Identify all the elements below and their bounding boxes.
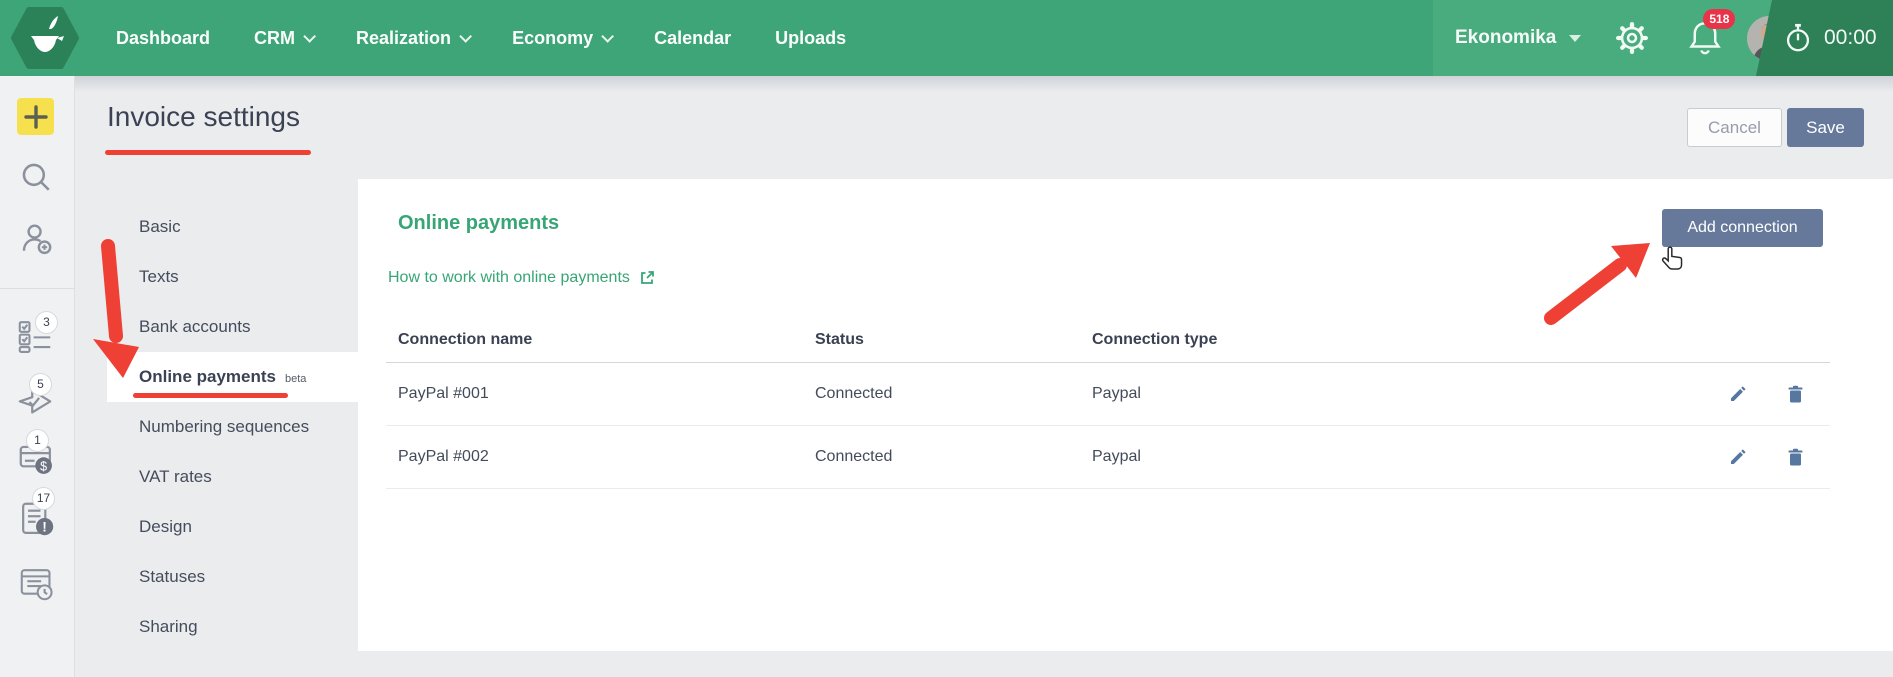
payment-badge: 1 <box>26 429 49 452</box>
payment-card-icon[interactable]: $ 1 <box>18 429 54 480</box>
red-underline-annotation <box>133 393 288 398</box>
table-header-row: Connection name Status Connection type <box>386 317 1830 363</box>
submit-arrow-icon[interactable]: 5 <box>17 373 53 422</box>
col-connection-name: Connection name <box>398 330 533 348</box>
nav-uploads[interactable]: Uploads <box>775 28 846 49</box>
edit-pencil-icon[interactable] <box>1729 448 1747 466</box>
external-link-icon <box>640 271 654 284</box>
notification-count-badge: 518 <box>1703 9 1736 29</box>
search-icon[interactable] <box>19 160 53 199</box>
workspace-selector[interactable]: Ekonomika <box>1455 27 1557 48</box>
nav-economy[interactable]: Economy <box>512 27 615 49</box>
help-link-label: How to work with online payments <box>388 269 630 286</box>
menu-item-texts[interactable]: Texts <box>139 267 179 286</box>
rail-divider <box>0 288 75 289</box>
add-contact-icon[interactable] <box>19 221 53 260</box>
edit-pencil-icon[interactable] <box>1729 385 1747 403</box>
nav-label: Economy <box>512 27 594 48</box>
connection-status: Connected <box>815 385 893 402</box>
menu-item-basic[interactable]: Basic <box>139 217 181 236</box>
svg-text:$: $ <box>40 459 47 473</box>
cursor-icon <box>1660 245 1686 282</box>
delete-trash-icon[interactable] <box>1787 448 1804 466</box>
delete-trash-icon[interactable] <box>1787 385 1804 403</box>
nav-dashboard[interactable]: Dashboard <box>116 28 210 49</box>
table-row: PayPal #001 Connected Paypal <box>386 363 1830 426</box>
save-button[interactable]: Save <box>1787 108 1864 147</box>
menu-item-design[interactable]: Design <box>139 517 192 536</box>
menu-item-statuses[interactable]: Statuses <box>139 567 206 586</box>
nav-crm[interactable]: CRM <box>254 27 317 49</box>
create-new-button[interactable] <box>17 98 54 135</box>
connection-name: PayPal #001 <box>398 385 489 402</box>
nav-calendar[interactable]: Calendar <box>654 28 731 49</box>
red-underline-annotation <box>105 150 311 155</box>
connection-status: Connected <box>815 448 893 465</box>
col-status: Status <box>815 330 864 348</box>
alerts-badge: 17 <box>32 487 55 510</box>
checklist-badge: 3 <box>35 311 58 334</box>
menu-item-numbering-sequences[interactable]: Numbering sequences <box>139 417 310 436</box>
col-connection-type: Connection type <box>1092 330 1218 348</box>
chevron-down-icon <box>303 29 317 43</box>
icon-rail-sidebar: 3 5 $ 1 <box>0 76 75 677</box>
chevron-down-icon <box>601 29 615 43</box>
nav-label: CRM <box>254 27 296 48</box>
nav-label: Calendar <box>654 27 732 48</box>
menu-item-vat-rates[interactable]: VAT rates <box>139 467 212 486</box>
caret-down-icon <box>1569 34 1582 42</box>
cancel-button[interactable]: Cancel <box>1687 108 1782 147</box>
help-link[interactable]: How to work with online payments <box>388 269 655 287</box>
connection-type: Paypal <box>1092 385 1141 402</box>
nav-label: Dashboard <box>116 27 211 48</box>
main-nav: Dashboard CRM Realization Economy Calend… <box>116 0 846 76</box>
top-navigation-bar: Dashboard CRM Realization Economy Calend… <box>0 0 1893 76</box>
online-payments-panel: Online payments Add connection How to wo… <box>358 179 1893 651</box>
notifications-bell[interactable]: 518 <box>1687 9 1736 57</box>
nav-label: Realization <box>356 27 452 48</box>
beta-tag: beta <box>284 373 307 385</box>
connections-table: Connection name Status Connection type P… <box>386 317 1830 489</box>
nav-realization[interactable]: Realization <box>356 27 473 49</box>
topbar-shadow <box>0 76 1893 92</box>
stopwatch-icon <box>1786 23 1810 52</box>
chevron-down-icon <box>459 29 473 43</box>
checklist-icon[interactable]: 3 <box>17 311 58 358</box>
settings-menu: Basic Texts Bank accounts Online payment… <box>75 202 358 652</box>
submit-badge: 5 <box>29 373 52 396</box>
connection-type: Paypal <box>1092 448 1141 465</box>
app-logo-icon[interactable] <box>11 5 79 71</box>
add-connection-button[interactable]: Add connection <box>1662 209 1823 247</box>
menu-item-label: Online payments <box>139 367 276 386</box>
menu-item-sharing[interactable]: Sharing <box>139 617 198 636</box>
document-alert-icon[interactable]: ! 17 <box>19 487 55 542</box>
svg-text:!: ! <box>42 519 47 535</box>
table-row: PayPal #002 Connected Paypal <box>386 426 1830 489</box>
time-tracker[interactable]: 00:00 <box>1756 0 1893 76</box>
schedule-document-icon[interactable] <box>19 566 55 607</box>
page-title: Invoice settings <box>107 101 300 132</box>
section-heading: Online payments <box>398 212 560 234</box>
menu-item-bank-accounts[interactable]: Bank accounts <box>139 317 251 336</box>
settings-gear-icon[interactable] <box>1615 21 1649 55</box>
timer-value: 00:00 <box>1824 26 1877 49</box>
nav-label: Uploads <box>775 27 847 48</box>
connection-name: PayPal #002 <box>398 448 489 465</box>
